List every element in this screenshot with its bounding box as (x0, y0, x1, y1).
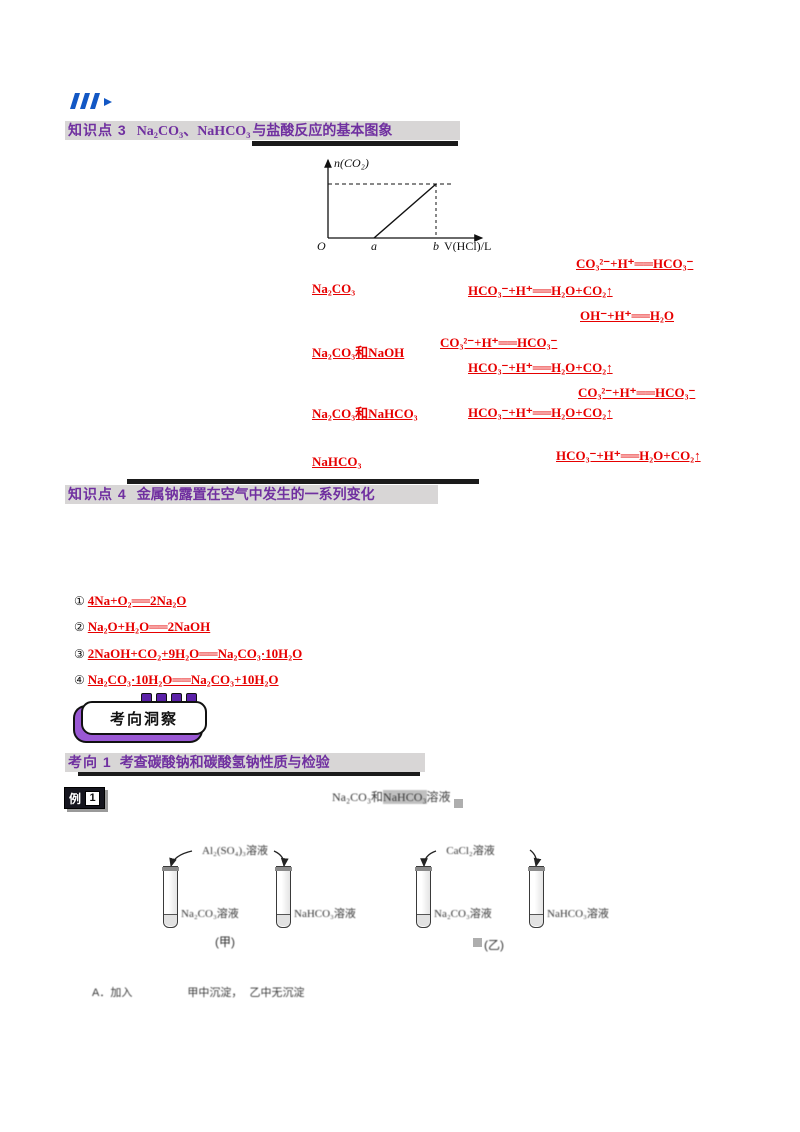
example-badge-label: 例 (69, 791, 82, 806)
kp4-equation-row: ① 4Na+O₂══2Na₂O (74, 593, 186, 609)
selection-handle (454, 799, 463, 808)
curved-arrow-icon (169, 850, 193, 868)
kp4-heading-bar: 知识点 4 金属钠露置在空气中发生的一系列变化 (65, 485, 438, 504)
brand-logo-icon (68, 90, 116, 112)
tube-label: Na₂CO₃溶液 (434, 908, 492, 920)
chemical-equation: Na₂O+H₂O══2NaOH (87, 619, 211, 634)
figure-caption-1: (甲) (215, 935, 235, 949)
drop-arrows-group2 (408, 848, 568, 874)
graph-ylabel: n(CO₂) (334, 156, 369, 170)
tube-label: NaHCO₃溶液 (547, 908, 609, 920)
graph-tick-b: b (433, 239, 439, 252)
kp3-heading-prefix: 知识点 3 (68, 122, 127, 138)
circled-number: ① (74, 594, 85, 608)
circled-number: ④ (74, 673, 85, 687)
stem-part3: 溶液 (426, 790, 451, 804)
heading-shadow-strip (78, 772, 420, 776)
faint-seg1: A．加入 (92, 987, 133, 999)
kp3-heading-rest: 与盐酸反应的基本图象 (252, 122, 393, 138)
ionic-equation: CO₃²⁻+H⁺══HCO₃⁻ (576, 256, 694, 271)
test-tube (415, 866, 432, 928)
ionic-equation: HCO₃⁻+H⁺══H₂O+CO₂↑ (468, 360, 613, 375)
example-badge-number: 1 (85, 790, 101, 806)
circled-number: ③ (74, 647, 85, 661)
solute-label: Na₂CO₃和NaHCO₃ (312, 406, 418, 421)
reagent-label-group2: CaCl₂溶液 (446, 845, 495, 857)
curved-arrow-icon (273, 850, 289, 868)
kx1-heading-prefix: 考向 1 (68, 754, 112, 770)
kp4-equation-row: ② Na₂O+H₂O══2NaOH (74, 619, 210, 635)
solute-label: Na₂CO₃和NaOH (312, 345, 405, 360)
kx1-heading-rest: 考查碳酸钠和碳酸氢钠性质与检验 (119, 754, 330, 770)
chemical-equation: 2NaOH+CO₂+9H₂O══Na₂CO₃·10H₂O (87, 646, 303, 661)
ionic-equation: CO₃²⁻+H⁺══HCO₃⁻ (578, 385, 696, 400)
kp3-heading-formula: Na₂CO₃、NaHCO₃ (136, 124, 251, 139)
ionic-equation: HCO₃⁻+H⁺══H₂O+CO₂↑ (468, 405, 613, 420)
kp4-heading-prefix: 知识点 4 (68, 486, 127, 502)
curved-arrow-icon (420, 850, 437, 868)
data-line (373, 183, 437, 239)
chemical-equation: 4Na+O₂══2Na₂O (87, 593, 187, 608)
insight-badge-label: 考向洞察 (81, 701, 207, 735)
ionic-equation: HCO₃⁻+H⁺══H₂O+CO₂↑ (468, 283, 613, 298)
kp3-heading-bar: 知识点 3 Na₂CO₃、NaHCO₃ 与盐酸反应的基本图象 (65, 121, 460, 140)
graph-origin: O (317, 239, 326, 252)
faint-seg2: 甲中沉淀， (187, 987, 243, 999)
tube-label: NaHCO₃溶液 (294, 908, 356, 920)
circled-number: ② (74, 620, 85, 634)
kx1-heading-bar: 考向 1 考查碳酸钠和碳酸氢钠性质与检验 (65, 753, 425, 772)
test-tube (275, 866, 292, 928)
example-badge: 例 1 (64, 787, 106, 809)
kp4-heading-rest: 金属钠露置在空气中发生的一系列变化 (136, 486, 375, 502)
insight-badge: 考向洞察 (75, 693, 210, 738)
graph-xlabel: V(HCl)/L (444, 239, 491, 252)
solute-label: NaHCO₃ (312, 454, 362, 469)
stem-part2-highlighted: NaHCO₃ (383, 790, 427, 804)
solute-label: Na₂CO₃ (312, 281, 356, 296)
faint-text-line: A．加入 甲中沉淀， 乙中无沉淀 (92, 984, 304, 1000)
graph-tick-a: a (371, 239, 377, 252)
curved-arrow-icon (529, 849, 542, 868)
heading-shadow-strip (127, 479, 479, 484)
selection-handle (473, 938, 482, 947)
ionic-equation: HCO₃⁻+H⁺══H₂O+CO₂↑ (556, 448, 701, 463)
heading-shadow-strip (252, 141, 458, 146)
kp4-equation-row: ③ 2NaOH+CO₂+9H₂O══Na₂CO₃·10H₂O (74, 646, 302, 662)
faint-seg3: 乙中无沉淀 (249, 987, 305, 999)
test-tube (528, 866, 545, 928)
test-tube (162, 866, 179, 928)
tube-label: Na₂CO₃溶液 (181, 908, 239, 920)
ionic-equation: OH⁻+H⁺══H₂O (580, 308, 675, 323)
figure-caption-2: (乙) (484, 938, 504, 952)
question-stem-fragment: Na₂CO₃和NaHCO₃溶液 (332, 788, 451, 805)
ionic-equation: CO₃²⁻+H⁺══HCO₃⁻ (440, 335, 558, 350)
co2-hcl-graph: n(CO₂) O a b V(HCl)/L (312, 152, 492, 253)
kp4-equation-row: ④ Na₂CO₃·10H₂O══Na₂CO₃+10H₂O (74, 672, 279, 688)
drop-arrows-group1 (158, 848, 388, 874)
chemical-equation: Na₂CO₃·10H₂O══Na₂CO₃+10H₂O (87, 672, 279, 687)
stem-part1: Na₂CO₃和 (332, 790, 384, 804)
reagent-label-group1: Al₂(SO₄)₃溶液 (202, 845, 268, 857)
